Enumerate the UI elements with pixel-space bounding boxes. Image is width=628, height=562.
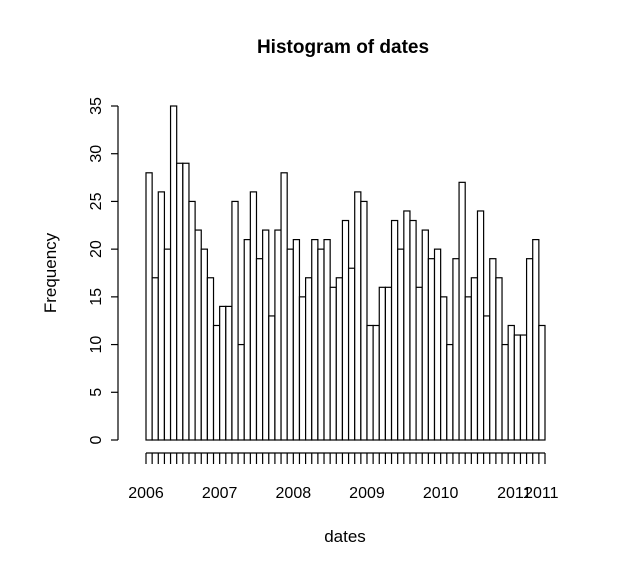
histogram-bar	[317, 248, 325, 441]
histogram-bar	[525, 258, 534, 441]
histogram-bar	[243, 239, 251, 441]
histogram-bar	[538, 324, 546, 441]
histogram-bar	[335, 277, 344, 441]
histogram-bar	[231, 200, 239, 441]
histogram-bar	[458, 181, 466, 441]
histogram-bar	[298, 296, 307, 441]
y-tick-label: 20	[88, 240, 105, 258]
histogram-bar	[507, 324, 515, 441]
histogram-bar	[390, 219, 399, 441]
histogram-bar	[206, 277, 215, 441]
histogram-bar	[532, 239, 540, 441]
chart-title: Histogram of dates	[257, 37, 429, 58]
histogram-bar	[182, 162, 190, 441]
histogram-bar	[280, 172, 288, 441]
histogram-bar	[433, 248, 442, 441]
histogram-bar	[384, 286, 393, 441]
y-tick-label: 25	[88, 192, 105, 210]
histogram-bar	[409, 219, 417, 441]
histogram-bar	[194, 229, 202, 441]
histogram-bar	[470, 277, 479, 441]
histogram-bar	[354, 191, 362, 441]
histogram-bar	[274, 229, 282, 441]
x-tick-label: 2006	[128, 485, 164, 502]
histogram-bar	[176, 162, 184, 441]
histogram-bar	[145, 172, 153, 441]
histogram-bar	[169, 105, 178, 441]
histogram-bar	[311, 239, 319, 441]
histogram-bar	[446, 343, 454, 441]
y-axis-label: Frequency	[41, 232, 60, 313]
histogram-bar	[415, 286, 423, 441]
histogram-bar	[329, 286, 337, 441]
histogram-bar	[397, 248, 405, 441]
x-tick-label: 2010	[423, 485, 459, 502]
histogram-bar	[519, 334, 528, 441]
histogram-bar	[495, 277, 503, 441]
y-tick-label: 30	[88, 145, 105, 163]
histogram-bar	[163, 248, 172, 441]
y-axis: 0 5 10 15 20 25 30 35	[88, 97, 119, 444]
histogram-bar	[513, 334, 522, 441]
histogram-bar	[262, 229, 270, 441]
histogram-bar	[347, 267, 356, 441]
x-tick-label: 2007	[202, 485, 238, 502]
x-tick-label: 2011	[524, 485, 559, 502]
bars-group	[145, 105, 546, 441]
histogram-bar	[403, 210, 411, 441]
histogram-bar	[378, 286, 387, 441]
histogram-bar	[286, 248, 294, 441]
histogram-bar	[268, 315, 276, 441]
histogram-bar	[483, 315, 491, 441]
histogram-bar	[341, 219, 350, 441]
histogram-bar	[188, 200, 196, 441]
histogram-bar	[249, 191, 258, 441]
y-tick-label: 5	[88, 388, 105, 397]
histogram-bar	[255, 258, 264, 441]
x-tick-label: 2008	[276, 485, 312, 502]
histogram-bar	[372, 324, 380, 441]
histogram-bar	[360, 200, 368, 441]
histogram-bar	[366, 324, 374, 441]
x-tick-label: 2009	[349, 485, 385, 502]
histogram-bar	[501, 343, 509, 441]
histogram-bar	[489, 258, 497, 441]
histogram-bar	[219, 305, 227, 441]
y-tick-label: 15	[88, 288, 105, 306]
histogram-bar	[200, 248, 208, 441]
histogram-bar	[157, 191, 166, 441]
histogram-bar	[452, 258, 460, 441]
histogram-bar	[464, 296, 472, 441]
y-tick-label: 10	[88, 336, 105, 354]
histogram-bar	[476, 210, 485, 441]
x-axis-label: dates	[324, 527, 366, 546]
histogram-bar	[305, 277, 313, 441]
histogram-bar	[151, 277, 159, 441]
histogram-bar	[427, 258, 436, 441]
histogram-bar	[237, 343, 245, 441]
histogram-bar	[440, 296, 448, 441]
y-tick-label: 35	[88, 97, 105, 115]
histogram-bar	[323, 239, 331, 441]
y-tick-label: 0	[88, 435, 105, 444]
x-tick-label: 2011	[497, 485, 532, 502]
histogram-bar	[212, 324, 221, 441]
histogram-bar	[225, 305, 233, 441]
histogram-bar	[292, 239, 301, 441]
histogram-bar	[421, 229, 429, 441]
